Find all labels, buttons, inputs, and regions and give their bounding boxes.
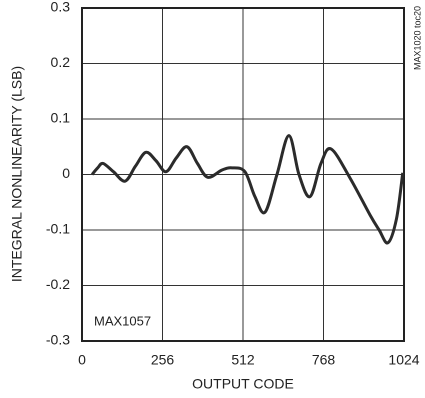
y-tick-label: 0 — [62, 165, 70, 181]
x-axis-label: OUTPUT CODE — [192, 376, 294, 392]
x-tick-label: 256 — [151, 352, 175, 368]
y-axis-label: INTEGRAL NONLINEARITY (LSB) — [9, 66, 25, 282]
annotation: MAX1020 toc20 — [412, 6, 422, 70]
y-tick-label: -0.3 — [46, 332, 70, 348]
x-tick-label: 1024 — [388, 352, 419, 368]
x-tick-label: 0 — [78, 352, 86, 368]
data-line — [90, 134, 405, 245]
x-tick-label: 768 — [312, 352, 336, 368]
y-tick-label: -0.2 — [46, 276, 70, 292]
y-tick-label: 0.1 — [51, 110, 71, 126]
annotation: MAX1057 — [94, 313, 151, 328]
y-tick-label: 0.3 — [51, 0, 71, 15]
y-tick-label: -0.1 — [46, 221, 70, 237]
y-tick-label: 0.2 — [51, 54, 71, 70]
x-tick-label: 512 — [231, 352, 255, 368]
